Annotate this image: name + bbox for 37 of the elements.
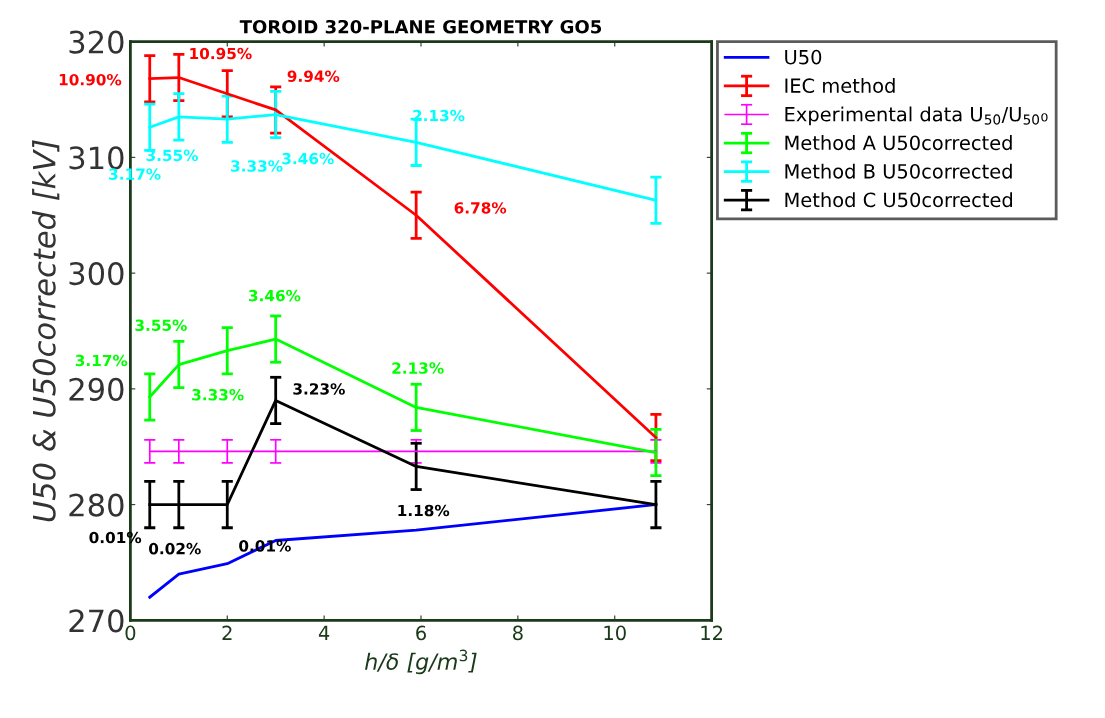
annotation: 3.17% — [75, 354, 128, 367]
x-tick-label: 10 — [604, 625, 626, 641]
legend-label: Method A U50corrected — [785, 135, 1012, 151]
x-tick-label: 4 — [318, 625, 330, 640]
y-tick-label: 290 — [69, 377, 124, 401]
annotation: 10.90% — [59, 73, 122, 86]
annotation: 9.94% — [287, 70, 340, 82]
chart-title: TOROID 320-PLANE GEOMETRY GO5 — [239, 19, 602, 34]
x-tick-label: 0 — [125, 625, 136, 641]
annotation: 3.46% — [282, 152, 334, 165]
annotation: 3.23% — [293, 383, 345, 395]
y-tick-label: 280 — [69, 493, 124, 517]
annotation: 3.46% — [248, 289, 301, 302]
annotation: 2.13% — [392, 362, 444, 374]
annotation: 6.78% — [454, 202, 507, 214]
legend-label: Method C U50corrected — [785, 192, 1012, 208]
x-tick-label: 8 — [513, 625, 523, 641]
y-tick-label: 300 — [69, 262, 124, 286]
x-tick-label: 6 — [416, 625, 426, 641]
annotation: 10.95% — [190, 47, 252, 60]
annotation: 0.02% — [149, 542, 201, 555]
legend-label: Experimental data U$_{50}$/U$_{50}$₀ — [785, 106, 1048, 126]
annotation: 1.18% — [398, 504, 450, 517]
y-tick-label: 320 — [69, 30, 124, 54]
x-tick-label: 12 — [701, 625, 723, 640]
x-axis-title: h/δ [g/m$^{3}$] — [365, 649, 477, 675]
y-tick-label: 310 — [69, 146, 124, 170]
annotation: 3.33% — [231, 160, 283, 172]
y-tick-label: 270 — [69, 609, 124, 633]
annotation: 3.33% — [192, 388, 244, 401]
legend-label: IEC method — [785, 77, 895, 94]
legend-label: U50 — [785, 49, 822, 65]
annotation: 3.55% — [135, 319, 187, 332]
annotation: 3.55% — [146, 149, 199, 162]
x-tick-label: 2 — [222, 625, 232, 640]
y-axis-title: U50 & U50corrected [kV] — [32, 140, 60, 522]
legend-label: Method B U50corrected — [785, 163, 1012, 179]
